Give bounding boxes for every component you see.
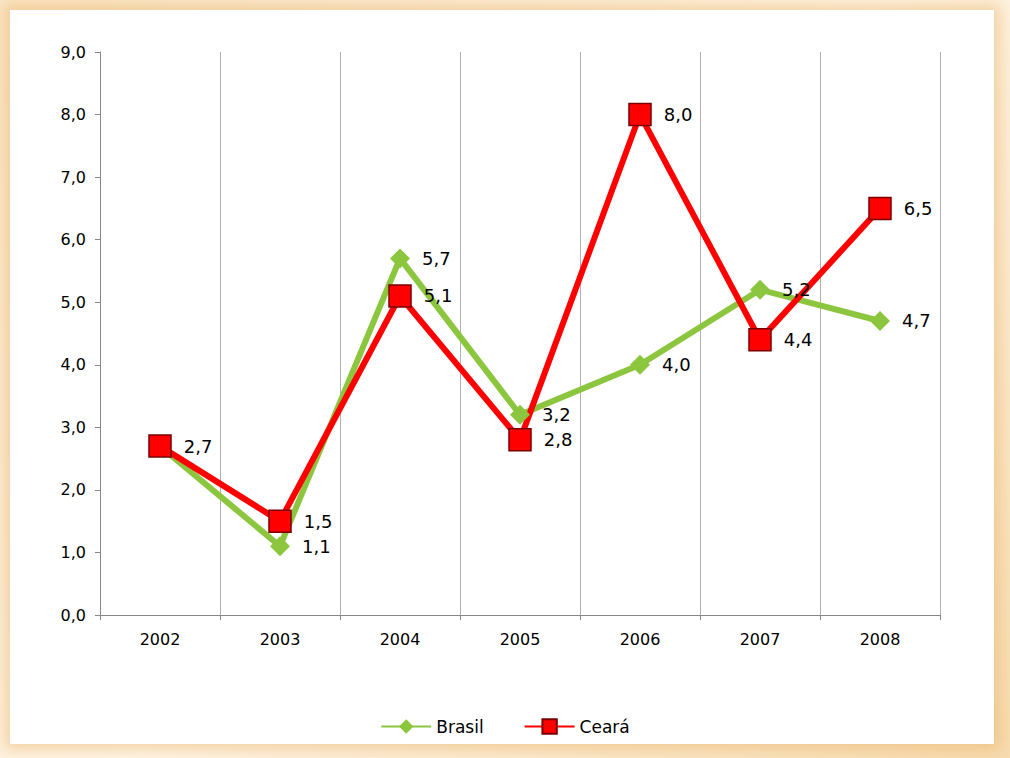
svg-text:1,5: 1,5 xyxy=(304,511,333,532)
svg-text:1,0: 1,0 xyxy=(61,543,86,562)
svg-text:2003: 2003 xyxy=(260,630,301,649)
svg-text:2,8: 2,8 xyxy=(544,429,573,450)
svg-text:2004: 2004 xyxy=(380,630,421,649)
svg-text:2002: 2002 xyxy=(140,630,181,649)
svg-text:4,4: 4,4 xyxy=(784,329,813,350)
svg-text:9,0: 9,0 xyxy=(61,43,86,62)
svg-text:2,7: 2,7 xyxy=(184,436,213,457)
svg-text:4,0: 4,0 xyxy=(61,355,86,374)
svg-text:3,2: 3,2 xyxy=(542,404,571,425)
svg-text:5,1: 5,1 xyxy=(424,285,453,306)
svg-text:3,0: 3,0 xyxy=(61,418,86,437)
svg-text:5,0: 5,0 xyxy=(61,293,86,312)
svg-text:Ceará: Ceará xyxy=(580,717,630,737)
svg-text:2006: 2006 xyxy=(620,630,661,649)
svg-text:1,1: 1,1 xyxy=(302,536,331,557)
svg-text:8,0: 8,0 xyxy=(61,105,86,124)
svg-text:2007: 2007 xyxy=(740,630,781,649)
svg-text:4,0: 4,0 xyxy=(662,354,691,375)
svg-text:5,7: 5,7 xyxy=(422,248,451,269)
svg-text:5,2: 5,2 xyxy=(782,279,811,300)
svg-text:Brasil: Brasil xyxy=(436,717,483,737)
svg-text:6,5: 6,5 xyxy=(904,198,933,219)
svg-text:2008: 2008 xyxy=(860,630,901,649)
svg-text:0,0: 0,0 xyxy=(61,606,86,625)
svg-text:2,0: 2,0 xyxy=(61,480,86,499)
svg-text:6,0: 6,0 xyxy=(61,230,86,249)
svg-text:7,0: 7,0 xyxy=(61,168,86,187)
svg-text:8,0: 8,0 xyxy=(664,104,693,125)
svg-text:4,7: 4,7 xyxy=(902,310,931,331)
svg-text:2005: 2005 xyxy=(500,630,541,649)
